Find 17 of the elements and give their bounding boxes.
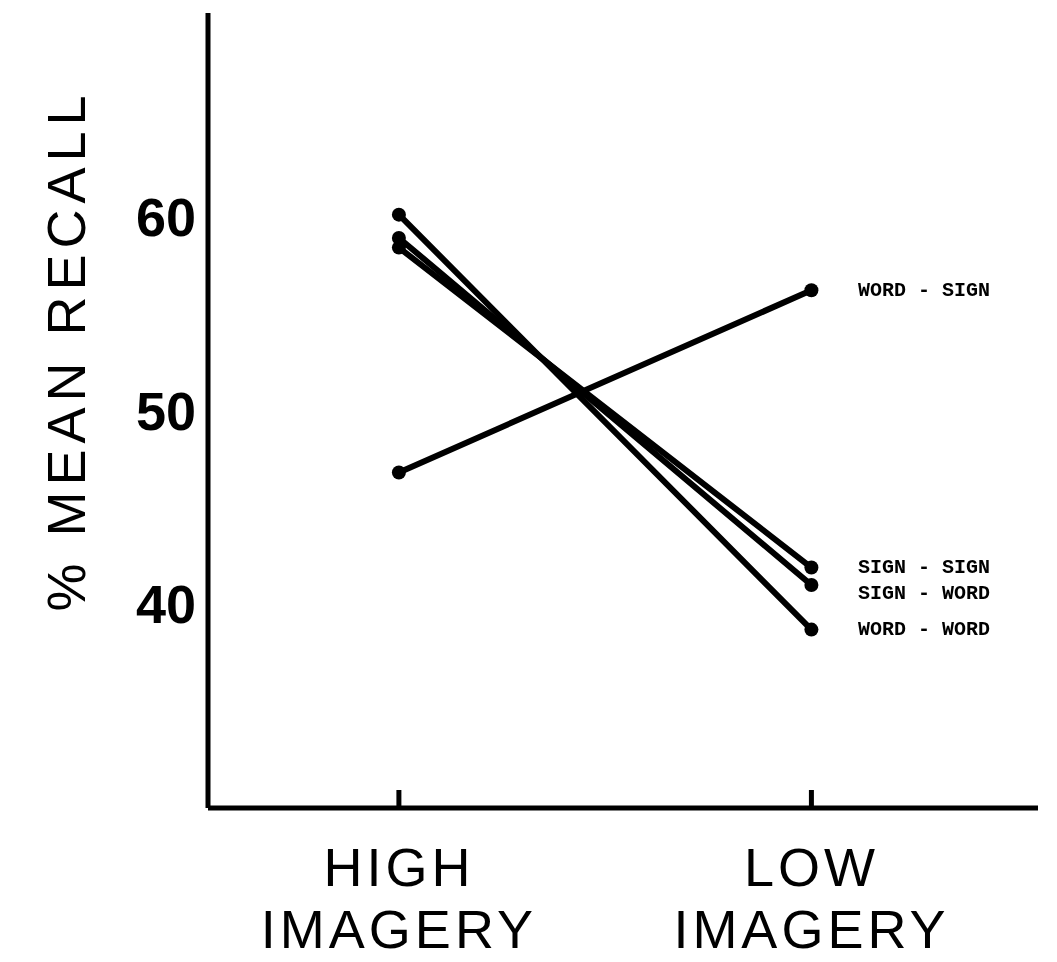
y-tick-label: 60 bbox=[135, 186, 196, 247]
point bbox=[804, 283, 819, 298]
y-axis-title: % MEAN RECALL bbox=[36, 89, 96, 612]
point bbox=[391, 465, 406, 480]
y-tick-label: 50 bbox=[135, 380, 196, 441]
point bbox=[391, 207, 406, 222]
point bbox=[391, 230, 406, 245]
series-label: SIGN - SIGN bbox=[858, 556, 991, 580]
point bbox=[804, 578, 819, 593]
y-tick-label: 40 bbox=[135, 574, 196, 635]
x-tick-label: LOW IMAGERY bbox=[673, 837, 950, 959]
series-label: SIGN - WORD bbox=[858, 582, 991, 606]
series-label: WORD - SIGN bbox=[858, 278, 991, 302]
series-label: WORD - WORD bbox=[858, 618, 991, 642]
point bbox=[804, 560, 819, 575]
point bbox=[804, 622, 819, 637]
x-tick-label: HIGH IMAGERY bbox=[260, 837, 537, 959]
